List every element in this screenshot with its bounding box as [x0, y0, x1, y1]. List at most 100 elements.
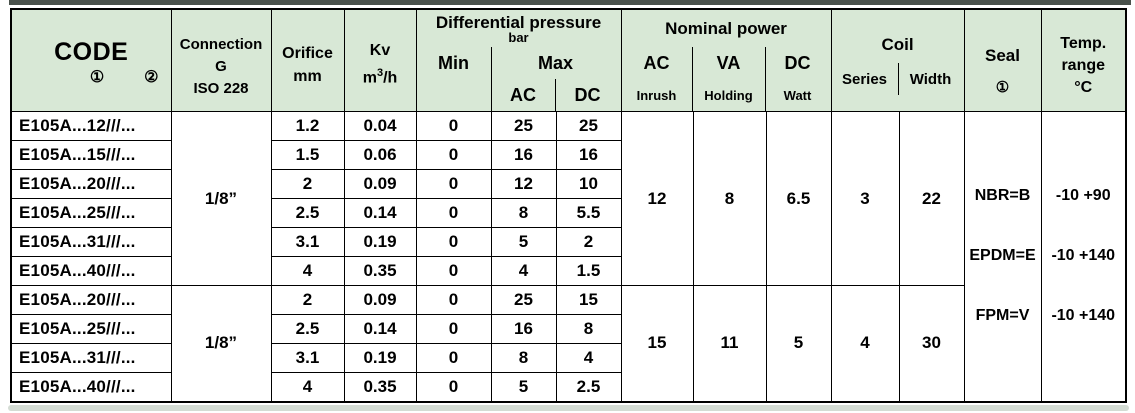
max-ac-cell: 5	[490, 227, 557, 257]
kv-cell: 0.19	[343, 227, 417, 257]
kv-cell: 0.04	[343, 111, 417, 141]
code-cell: E105A...12///...	[10, 111, 172, 141]
kv-unit: m3/h	[362, 67, 398, 87]
table-row: E105A...40///... 4 0.35 0 4 1.5	[10, 256, 1126, 286]
max-ac-cell: 12	[490, 169, 557, 199]
seal-option: EPDM=E	[969, 247, 1036, 265]
code-cell: E105A...31///...	[10, 343, 172, 373]
orifice-unit: mm	[293, 67, 322, 85]
orifice-label: Orifice	[282, 44, 333, 62]
kv-label: Kv	[369, 42, 391, 60]
top-divider-strip	[9, 0, 1131, 5]
max-dc-cell: 10	[555, 169, 622, 199]
temp-range-value: -10 +90	[1055, 187, 1111, 205]
kv-cell: 0.09	[343, 169, 417, 199]
inrush-cell: 15	[620, 285, 694, 402]
power-dc-label: DC	[784, 52, 811, 73]
min-cell: 0	[415, 343, 492, 373]
header-diff-pressure: Differential pressure bar Min Max AC	[415, 8, 622, 112]
holding-cell: 11	[692, 285, 767, 402]
min-cell: 0	[415, 198, 492, 228]
code-cell: E105A...20///...	[10, 285, 172, 315]
connection-g-label: G	[215, 57, 227, 75]
code-title: CODE	[54, 38, 129, 66]
code-cell: E105A...25///...	[10, 198, 172, 228]
coil-series-label: Series	[841, 70, 888, 88]
power-watt-label: Watt	[783, 87, 812, 103]
table-row: E105A...15///... 1.5 0.06 0 16 16	[10, 140, 1126, 170]
max-dc-cell: 25	[555, 111, 622, 141]
power-inrush-label: Inrush	[636, 87, 677, 103]
connection-cell: 1/8”	[170, 111, 272, 286]
table-row: E105A...31///... 3.1 0.19 0 5 2	[10, 227, 1126, 257]
width-cell: 30	[898, 285, 965, 402]
table-row: E105A...25///... 2.5 0.14 0 16 8	[10, 314, 1126, 344]
min-cell: 0	[415, 227, 492, 257]
max-ac-cell: 16	[490, 140, 557, 170]
kv-cell: 0.35	[343, 372, 417, 402]
max-label: Max	[537, 52, 573, 73]
kv-cell: 0.09	[343, 285, 417, 315]
max-ac-cell: 8	[490, 343, 557, 373]
code-cell: E105A...20///...	[10, 169, 172, 199]
min-cell: 0	[415, 169, 492, 199]
table-row: E105A...20///... 1/8” 2 0.09 0 25 15 15 …	[10, 285, 1126, 402]
coil-width-label: Width	[909, 70, 952, 88]
header-row: CODE ① ② Connection G ISO 228	[10, 8, 1127, 112]
table-row: E105A...40///... 4 0.35 0 5 2.5	[10, 372, 1126, 402]
kv-cell: 0.06	[343, 140, 417, 170]
code-cell: E105A...40///...	[10, 256, 172, 286]
min-cell: 0	[415, 285, 492, 315]
header-seal: Seal ①	[963, 8, 1042, 112]
code-cell: E105A...31///...	[10, 227, 172, 257]
max-dc-label: DC	[574, 84, 601, 105]
header-temp-range: Temp. range °C	[1040, 8, 1127, 112]
inrush-cell: 12	[620, 111, 694, 286]
watt-cell: 5	[765, 285, 832, 402]
connection-label: Connection	[179, 35, 263, 53]
code-cell: E105A...40///...	[10, 372, 172, 402]
orifice-cell: 2	[270, 285, 345, 315]
min-cell: 0	[415, 140, 492, 170]
table-row: E105A...20///... 2 0.09 0 12 10	[10, 169, 1126, 199]
header-kv: Kv m3/h	[343, 8, 417, 112]
connection-cell: 1/8”	[170, 285, 272, 402]
min-cell: 0	[415, 256, 492, 286]
diff-pressure-title: Differential pressure	[435, 12, 602, 32]
orifice-cell: 2	[270, 169, 345, 199]
kv-cell: 0.14	[343, 314, 417, 344]
min-cell: 0	[415, 372, 492, 402]
max-dc-cell: 2	[555, 227, 622, 257]
min-cell: 0	[415, 314, 492, 344]
max-dc-cell: 5.5	[555, 198, 622, 228]
max-ac-label: AC	[492, 79, 556, 111]
max-ac-cell: 25	[490, 285, 557, 315]
temp-range-value: -10 +140	[1051, 247, 1116, 265]
diff-pressure-unit: bar	[508, 29, 529, 45]
coil-title: Coil	[881, 35, 914, 54]
temp-range-cell: -10 +90 -10 +140 -10 +140	[1040, 111, 1127, 402]
table-row: E105A...25///... 2.5 0.14 0 8 5.5	[10, 198, 1126, 228]
temp-range-value: -10 +140	[1051, 307, 1116, 325]
max-ac-cell: 5	[490, 372, 557, 402]
watt-cell: 6.5	[765, 111, 832, 286]
temp-label-line2: range	[1061, 56, 1106, 74]
kv-cell: 0.14	[343, 198, 417, 228]
series-cell: 4	[830, 285, 900, 402]
seal-label: Seal	[985, 45, 1020, 65]
header-connection: Connection G ISO 228	[170, 8, 272, 112]
min-cell: 0	[415, 111, 492, 141]
max-ac-cell: 4	[490, 256, 557, 286]
max-dc-cell: 4	[555, 343, 622, 373]
orifice-cell: 1.2	[270, 111, 345, 141]
temp-unit: °C	[1074, 78, 1093, 96]
width-cell: 22	[898, 111, 965, 286]
header-orifice: Orifice mm	[270, 8, 345, 112]
header-nominal-power: Nominal power AC Inrush VA Holding	[620, 8, 832, 112]
power-holding-label: Holding	[704, 87, 753, 103]
power-ac-label: AC	[643, 52, 670, 73]
code-cell: E105A...25///...	[10, 314, 172, 344]
max-ac-cell: 16	[490, 314, 557, 344]
nominal-power-title: Nominal power	[665, 19, 787, 38]
table-row: E105A...31///... 3.1 0.19 0 8 4	[10, 343, 1126, 373]
